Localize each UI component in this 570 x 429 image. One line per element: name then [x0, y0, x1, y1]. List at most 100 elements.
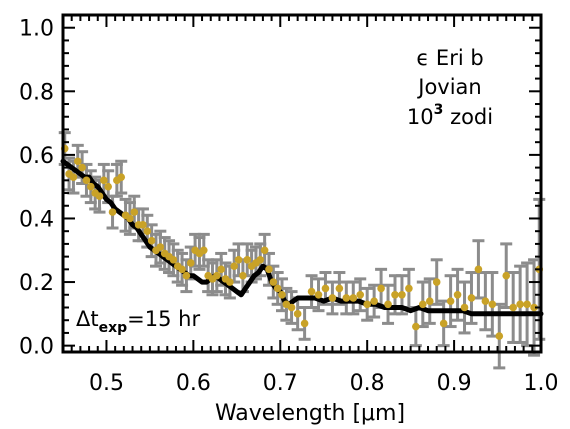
exposure-prefix: Δt: [76, 307, 99, 331]
data-point-87: [530, 303, 538, 312]
data-point-80: [481, 297, 490, 305]
model-spectrum-line: [60, 158, 544, 317]
data-point-19: [143, 227, 152, 235]
data-point-52: [287, 303, 296, 312]
x-tick-label-5: 1.0: [524, 371, 559, 396]
data-point-76: [453, 290, 462, 299]
y-tick-label-3: 0.6: [19, 144, 54, 169]
y-tick-labels: 0.0 0.2 0.4 0.6 0.8 1.0: [19, 17, 54, 360]
data-point-63: [363, 300, 371, 309]
data-point-32: [199, 246, 208, 255]
data-point-85: [516, 300, 524, 309]
tick-layer: [62, 15, 542, 352]
data-point-59: [335, 284, 344, 293]
data-point-10: [104, 182, 112, 191]
data-point-58: [328, 294, 337, 302]
zodi-exponent: 3: [434, 102, 444, 118]
data-point-65: [377, 284, 385, 293]
data-point-22: [156, 243, 165, 251]
data-point-42: [243, 256, 252, 264]
x-tick-label-1: 0.6: [176, 371, 211, 396]
data-point-74: [439, 319, 448, 328]
data-point-38: [226, 278, 234, 286]
data-point-5: [82, 176, 91, 185]
data-point-73: [432, 278, 441, 286]
data-point-55: [307, 287, 316, 296]
data-point-75: [446, 297, 455, 305]
data-point-13: [117, 173, 126, 181]
data-point-28: [182, 271, 191, 280]
data-point-77: [460, 303, 469, 312]
exposure-subscript: exp: [99, 320, 128, 336]
data-point-81: [488, 300, 497, 309]
errorbar-layer: [58, 131, 546, 370]
data-point-62: [356, 290, 365, 299]
y-tick-label-4: 0.8: [19, 80, 54, 105]
data-point-49: [273, 284, 282, 293]
y-tick-label-1: 0.2: [19, 271, 54, 296]
data-point-36: [217, 265, 225, 274]
zodi-base: 10: [407, 105, 434, 129]
data-point-20: [147, 236, 156, 245]
data-point-46: [260, 246, 269, 255]
data-point-79: [474, 265, 483, 274]
data-point-71: [419, 300, 427, 309]
data-point-6: [87, 182, 95, 191]
data-point-35: [213, 271, 221, 280]
x-tick-labels: 0.5 0.6 0.7 0.8 0.9 1.0: [89, 371, 559, 396]
data-point-45: [256, 256, 265, 264]
data-point-66: [384, 300, 392, 309]
x-tick-label-3: 0.8: [350, 371, 385, 396]
data-point-61: [349, 294, 358, 302]
data-point-47: [265, 265, 273, 274]
data-point-57: [321, 284, 330, 293]
data-point-41: [239, 271, 247, 280]
planet-type-annotation: Jovian: [416, 75, 481, 99]
y-tick-label-2: 0.4: [19, 207, 54, 232]
data-point-60: [342, 294, 351, 302]
data-point-68: [398, 290, 406, 299]
data-point-82: [495, 332, 504, 340]
x-tick-label-0: 0.5: [89, 371, 124, 396]
exposure-time-annotation: Δtexp=15 hr: [76, 307, 200, 336]
data-point-9: [100, 176, 108, 185]
data-point-64: [370, 297, 378, 305]
y-tick-label-0: 0.0: [19, 335, 54, 360]
planet-name-annotation: ϵ Eri b: [416, 46, 483, 70]
data-point-15: [126, 214, 134, 223]
data-point-53: [293, 310, 302, 318]
plot-frame: [61, 13, 543, 354]
zodi-annotation: 103 zodi: [407, 102, 493, 129]
x-tick-label-2: 0.7: [263, 371, 298, 396]
y-tick-label-5: 1.0: [19, 17, 54, 42]
data-point-69: [405, 284, 413, 293]
data-point-56: [314, 290, 323, 299]
x-axis-title: Wavelength [μm]: [215, 401, 405, 426]
data-point-16: [130, 208, 139, 216]
data-point-48: [269, 278, 278, 286]
data-point-78: [467, 294, 476, 302]
data-point-2: [69, 173, 78, 181]
data-point-11: [108, 208, 117, 216]
model-layer: [60, 158, 544, 317]
data-point-39: [230, 262, 239, 270]
data-point-27: [178, 265, 186, 274]
data-point-25: [169, 256, 178, 264]
zodi-unit: zodi: [450, 105, 493, 129]
data-point-83: [502, 271, 511, 280]
data-point-50: [278, 290, 286, 299]
x-tick-label-4: 0.9: [437, 371, 472, 396]
data-point-67: [391, 290, 399, 299]
data-point-86: [523, 300, 531, 309]
data-point-4: [78, 163, 86, 172]
data-point-84: [509, 303, 517, 312]
exposure-value: =15 hr: [127, 307, 200, 331]
data-point-70: [412, 322, 420, 331]
data-point-54: [300, 319, 309, 328]
data-point-3: [73, 157, 82, 166]
data-point-8: [95, 192, 104, 201]
data-point-40: [234, 256, 243, 264]
data-point-29: [186, 259, 195, 267]
data-point-72: [425, 297, 434, 305]
